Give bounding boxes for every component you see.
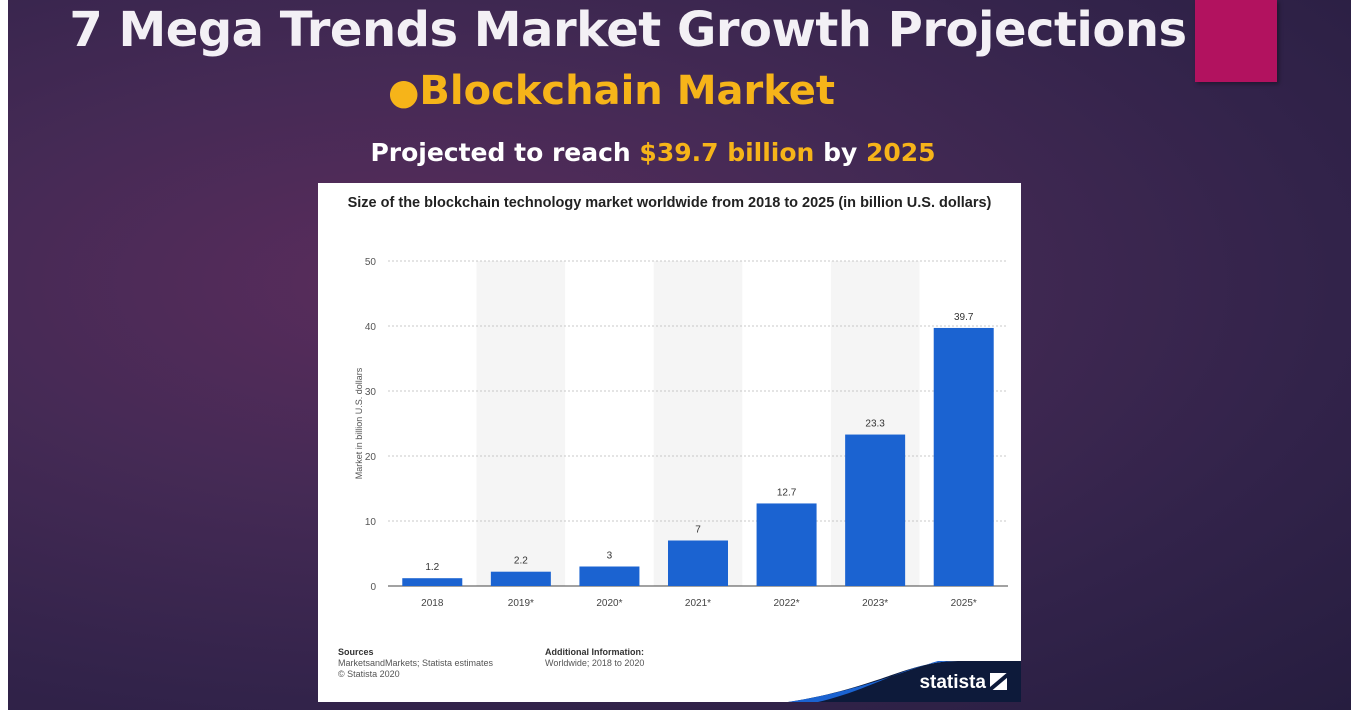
y-axis-label: Market in billion U.S. dollars: [354, 367, 364, 479]
accent-square: [1195, 0, 1277, 82]
data-label: 23.3: [865, 419, 885, 430]
projection-line: Projected to reach $39.7 billion by 2025: [8, 138, 1298, 167]
y-tick-label: 20: [365, 452, 377, 463]
data-label: 12.7: [777, 487, 797, 498]
bar: [579, 566, 640, 586]
bar: [933, 327, 994, 586]
x-tick-label: 2020*: [596, 598, 622, 609]
y-tick-label: 40: [365, 322, 377, 333]
data-label: 39.7: [954, 312, 974, 323]
bar: [845, 434, 906, 586]
bar: [402, 578, 463, 586]
x-tick-label: 2021*: [685, 598, 711, 609]
slide-subtitle: ●Blockchain Market: [388, 68, 988, 114]
additional-heading: Additional Information:: [545, 647, 644, 657]
chart-card: 0 10 20 30 40 50 Market in billion U.S. dollar…: [318, 183, 1021, 702]
x-tick-label: 2019*: [508, 598, 534, 609]
bar-chart: 0 10 20 30 40 50 Market in billion U.S. dollar…: [354, 257, 1008, 609]
y-tick-label: 10: [365, 517, 377, 528]
logo-text: statista: [919, 672, 986, 693]
column-band: [476, 261, 566, 586]
sources-line1: MarketsandMarkets; Statista estimates: [338, 658, 494, 668]
additional-line1: Worldwide; 2018 to 2020: [545, 658, 645, 668]
bullet-icon: ●: [388, 72, 420, 113]
bar: [490, 571, 551, 586]
bar: [668, 540, 728, 586]
projection-prefix: Projected to reach: [370, 138, 640, 167]
projection-mid: by: [814, 138, 866, 167]
data-label: 1.2: [425, 562, 439, 573]
sources-heading: Sources: [338, 647, 374, 657]
statista-logo: statista: [919, 672, 1007, 694]
sources-block: Sources MarketsandMarkets; Statista esti…: [338, 647, 493, 680]
column-band: [653, 261, 743, 586]
y-tick-label: 30: [365, 387, 377, 398]
subtitle-text: Blockchain Market: [419, 68, 836, 114]
x-tick-label: 2023*: [862, 598, 888, 609]
statista-logo-icon: [990, 673, 1007, 690]
slide-title: 7 Mega Trends Market Growth Projections: [69, 2, 1187, 58]
data-label: 7: [695, 525, 701, 536]
chart-title: Size of the blockchain technology market…: [347, 195, 992, 211]
data-label: 3: [607, 551, 613, 562]
projection-value: $39.7 billion: [639, 138, 815, 167]
x-tick-label: 2018: [421, 598, 444, 609]
slide-background: 7 Mega Trends Market Growth Projections …: [8, 0, 1351, 710]
footer-wave: [788, 661, 1021, 702]
y-tick-label: 0: [370, 582, 376, 593]
additional-info-block: Additional Information: Worldwide; 2018 …: [545, 647, 644, 669]
y-tick-label: 50: [365, 257, 377, 268]
sources-line2: © Statista 2020: [338, 669, 400, 679]
x-tick-label: 2025*: [951, 598, 977, 609]
x-tick-label: 2022*: [774, 598, 800, 609]
bar: [756, 503, 817, 586]
projection-year: 2025: [865, 138, 936, 167]
data-label: 2.2: [514, 556, 528, 567]
